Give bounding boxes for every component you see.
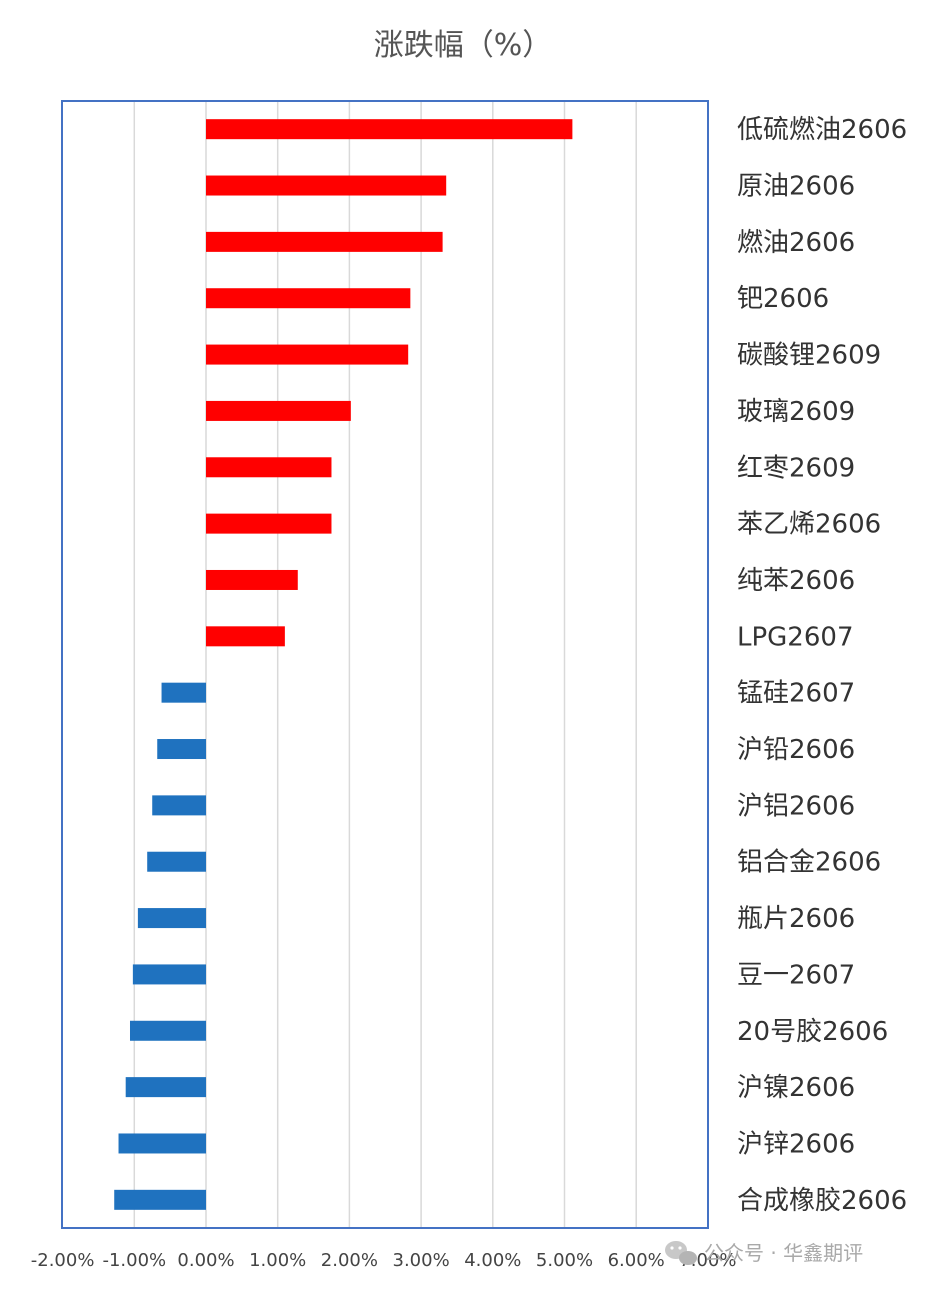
bar [137, 908, 206, 929]
category-label: 原油2606 [737, 172, 855, 202]
category-label: 沪铝2606 [737, 791, 855, 821]
plot-area-border [61, 100, 709, 1229]
bar [114, 1189, 206, 1210]
x-tick-label: -2.00% [31, 1250, 95, 1271]
bar [125, 1077, 206, 1098]
category-label: 低硫燃油2606 [737, 115, 907, 145]
bar [206, 569, 298, 590]
bar [152, 795, 206, 816]
category-label: 苯乙烯2606 [737, 510, 881, 540]
bars [114, 119, 573, 1210]
category-label: 纯苯2606 [737, 566, 855, 596]
x-tick-label: 6.00% [608, 1250, 665, 1271]
x-tick-label: 0.00% [177, 1250, 234, 1271]
bar [206, 626, 285, 647]
category-label: 沪铅2606 [737, 735, 855, 765]
category-label: 豆一2607 [737, 960, 855, 990]
x-tick-label: 5.00% [536, 1250, 593, 1271]
wechat-icon [665, 1241, 697, 1265]
bar [132, 964, 206, 985]
category-label: 铝合金2606 [737, 848, 881, 878]
x-tick-label: -1.00% [102, 1250, 166, 1271]
category-labels: 低硫燃油2606 原油2606 燃油2606 钯2606 碳酸锂2609 玻璃2609 红枣… [737, 115, 907, 1216]
category-label: 钯2606 [737, 284, 829, 314]
watermark: 公众号 · 华鑫期评 [665, 1241, 863, 1265]
x-tick-label: 3.00% [393, 1250, 450, 1271]
category-label: 锰硅2607 [737, 679, 855, 709]
category-label: 玻璃2609 [737, 397, 855, 427]
x-tick-label: 1.00% [249, 1250, 306, 1271]
gridlines [133, 101, 637, 1228]
bar [206, 400, 351, 421]
bar [157, 739, 206, 760]
bar [206, 231, 443, 252]
x-tick-label: 2.00% [321, 1250, 378, 1271]
bar [147, 851, 206, 872]
bar [206, 175, 447, 196]
bar [129, 1020, 206, 1041]
category-label: 沪锌2606 [737, 1129, 855, 1159]
bar [206, 288, 411, 309]
category-label: 沪镍2606 [737, 1073, 855, 1103]
category-label: 瓶片2606 [737, 904, 855, 934]
category-label: 20号胶2606 [737, 1017, 888, 1047]
x-tick-label: 4.00% [464, 1250, 521, 1271]
category-label: 燃油2606 [737, 228, 855, 258]
watermark-text: 公众号 · 华鑫期评 [704, 1241, 863, 1265]
bar [206, 344, 409, 365]
category-label: 合成橡胶2606 [737, 1186, 907, 1216]
bar [161, 682, 206, 703]
bar [206, 457, 332, 478]
category-label: 红枣2609 [737, 453, 855, 483]
bar [118, 1133, 206, 1154]
bar [206, 513, 332, 534]
bar [206, 119, 573, 140]
x-tick-labels: -2.00% -1.00% 0.00% 1.00% 2.00% 3.00% 4.00% 5.0… [31, 1250, 737, 1271]
category-label: LPG2607 [737, 622, 853, 652]
category-label: 碳酸锂2609 [737, 341, 881, 371]
chart-title: 涨跌幅（%） [374, 28, 553, 63]
